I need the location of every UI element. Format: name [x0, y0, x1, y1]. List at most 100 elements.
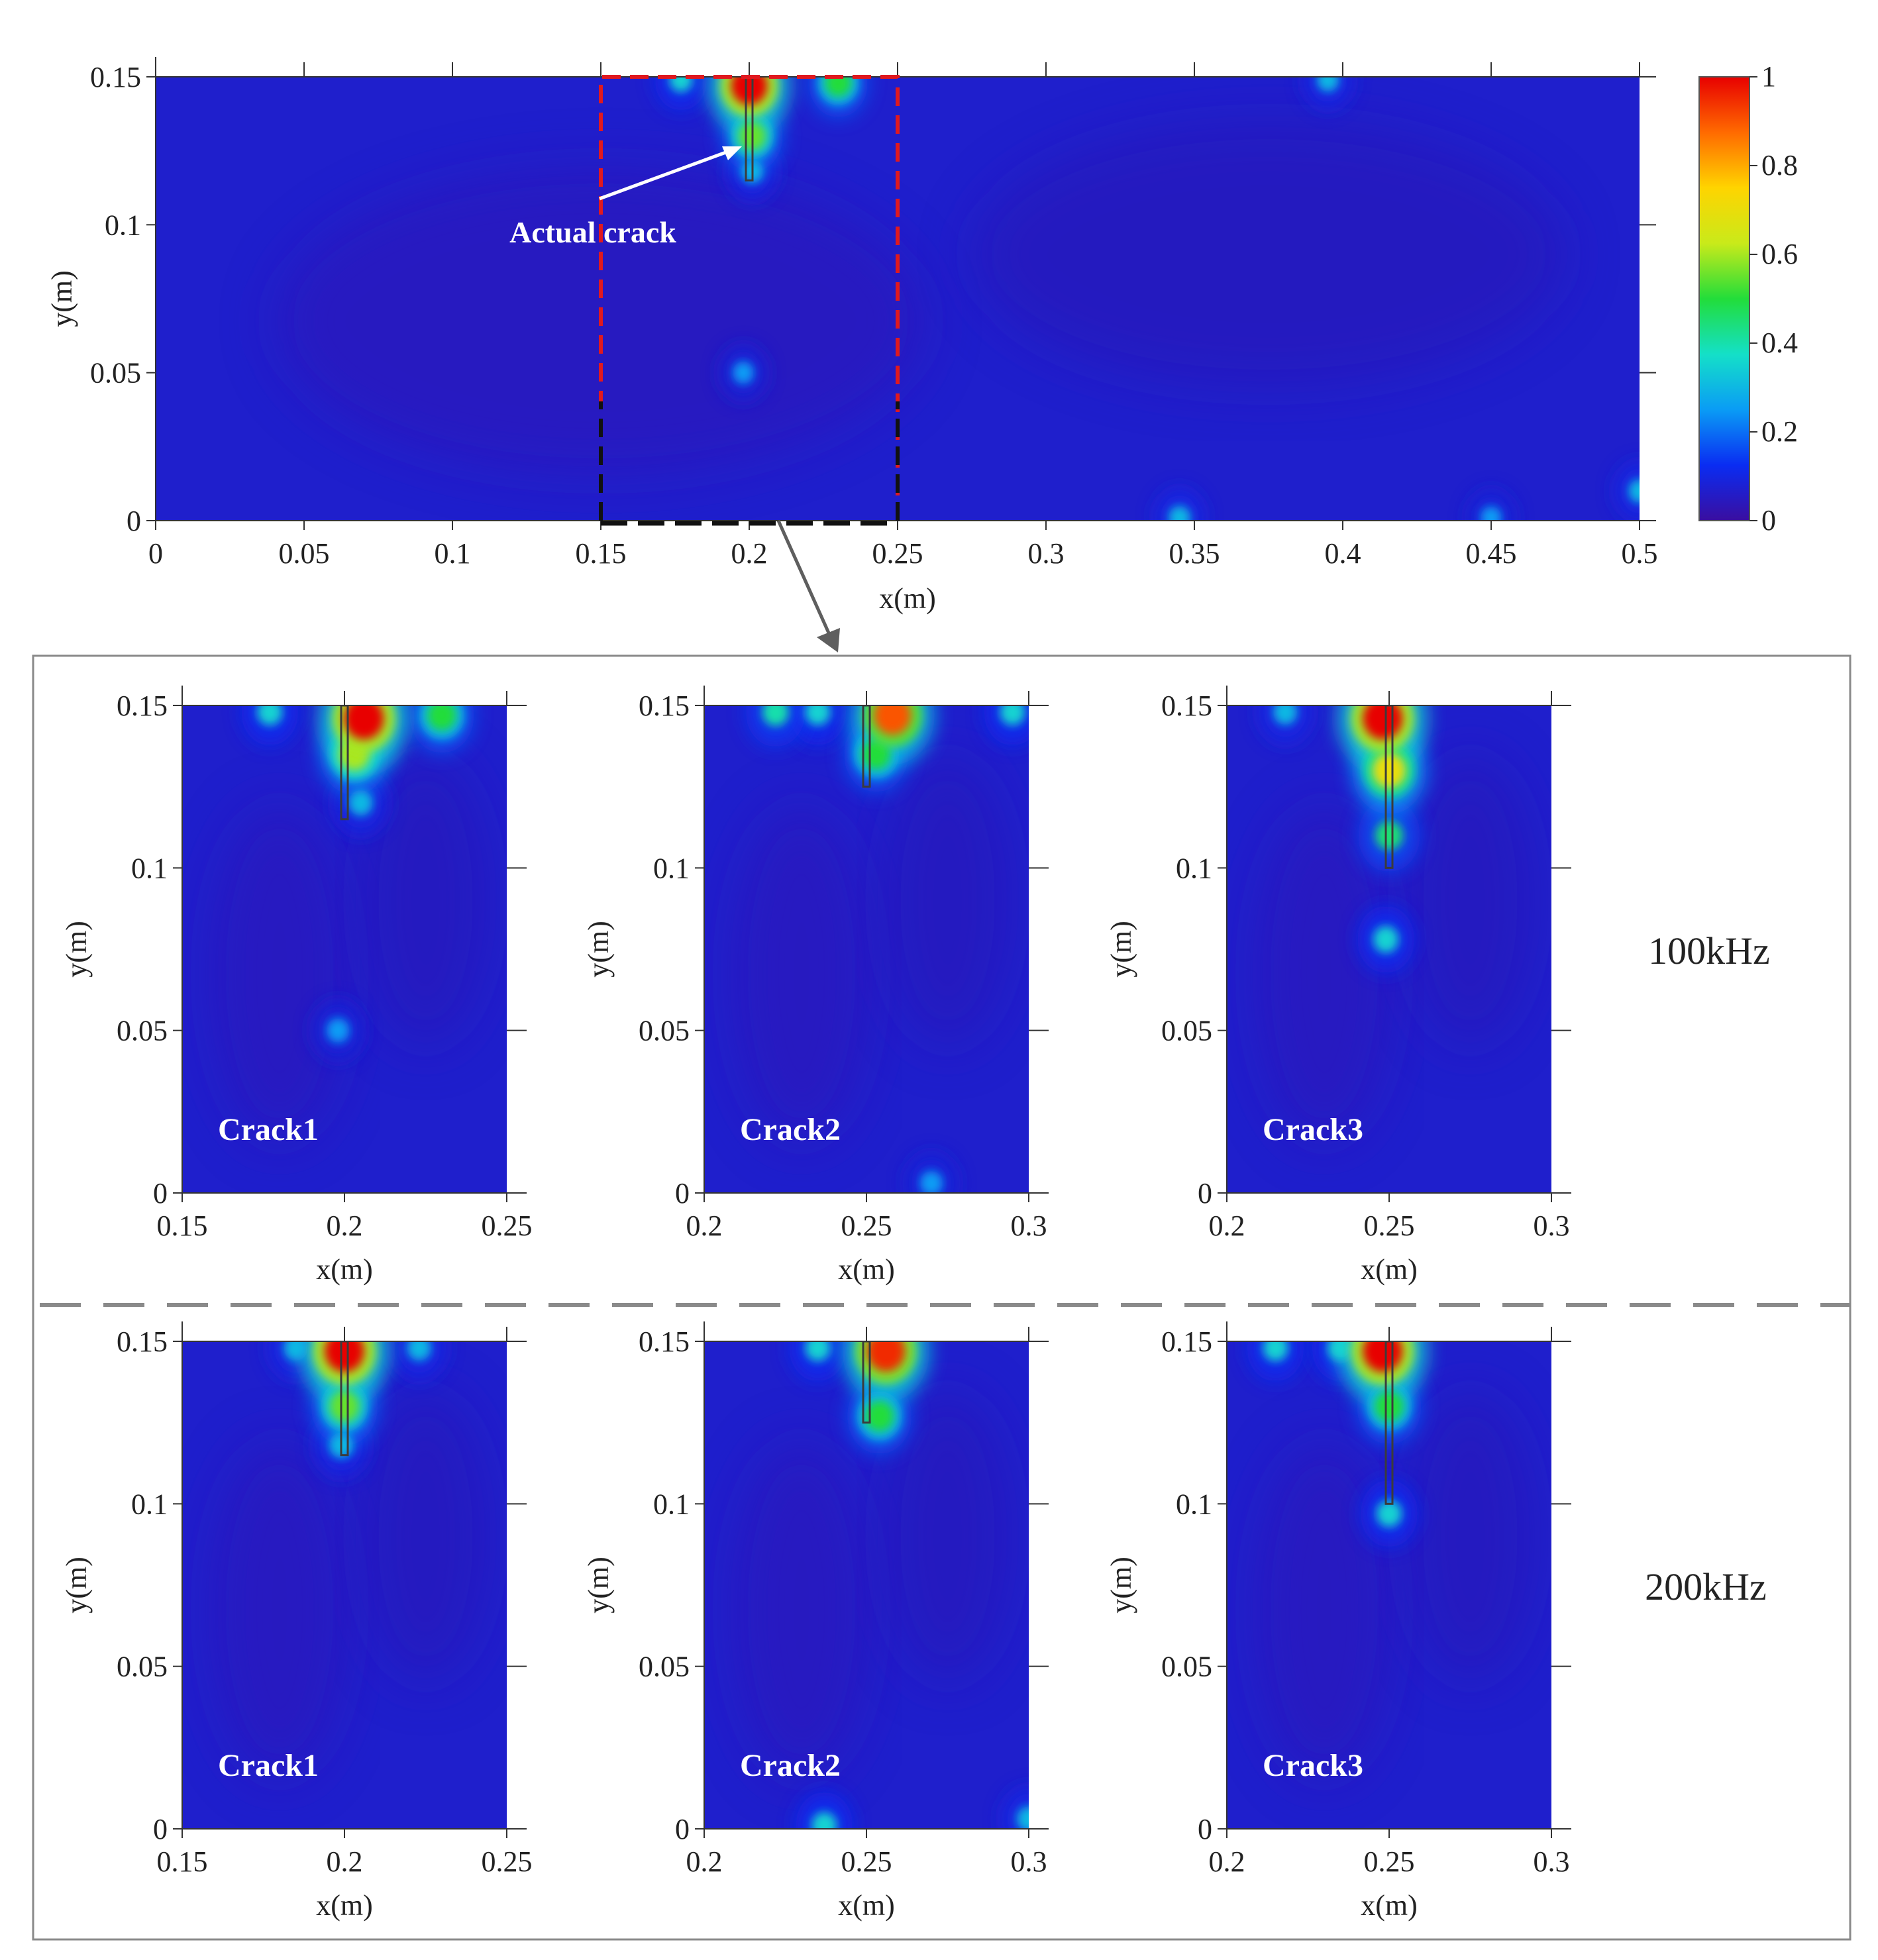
heatmap-hotspot-core [1363, 705, 1402, 740]
heatmap-hotspot-core [1375, 821, 1403, 851]
subplot-200kHz-crack3: 0.2 0.25 0.3 0 0.05 0.1 0.15 Crack3 x(m) y(m) [1105, 1321, 1571, 1922]
x-tick-label: 0.3 [1011, 1845, 1047, 1878]
heatmap-hotspot-core [1263, 1341, 1288, 1362]
colorbar: 0 0.2 0.4 0.6 0.8 1 [1698, 60, 1798, 537]
heatmap-background-shade [208, 1439, 351, 1780]
overview-plot: 0 0.05 0.1 0.15 0.2 0.25 0.3 0.35 0.4 0.45 0.5 0 0.0… [46, 57, 1658, 615]
x-tick-label: 0.25 [841, 1845, 892, 1878]
zoom-connector-arrowhead [817, 628, 840, 652]
y-axis-label: y(m) [582, 1557, 615, 1614]
heatmap-field [1227, 705, 1551, 1193]
overview-axes: 0 0.05 0.1 0.15 0.2 0.25 0.3 0.35 0.4 0.45 0.5 0 0.0… [90, 57, 1658, 570]
x-axis-label: x(m) [1361, 1889, 1418, 1922]
heatmap-hotspot-core [762, 705, 789, 726]
actual-crack-annotation: Actual crack [509, 146, 742, 249]
y-tick-label: 0.1 [653, 1488, 690, 1520]
heatmap-field [704, 1341, 1029, 1829]
x-axis-label: x(m) [838, 1889, 895, 1922]
y-tick-label: 0 [1198, 1813, 1212, 1845]
heatmap-hotspot-core [1375, 1391, 1404, 1422]
heatmap-background-shade [360, 754, 491, 1047]
x-tick-label: 0.2 [686, 1845, 723, 1878]
heatmap-background-shade [972, 121, 1565, 387]
y-tick-label: 0 [127, 505, 141, 537]
zoom-connector [776, 519, 840, 652]
y-tick-label: 0 [675, 1177, 690, 1210]
x-axis-label: x(m) [838, 1253, 895, 1286]
overview-x-axis-label: x(m) [879, 582, 936, 615]
x-tick-label: 0.3 [1534, 1845, 1570, 1878]
colorbar-tick-label: 0.2 [1761, 415, 1798, 448]
heatmap-hotspot-core [733, 361, 754, 384]
heatmap-background-shade [730, 803, 873, 1145]
heatmap-background-shade [882, 1390, 1013, 1683]
crack-label: Crack1 [218, 1112, 319, 1147]
subplot-100kHz-crack3: 0.2 0.25 0.3 0 0.05 0.1 0.15 Crack3 x(m) y(m) [1105, 686, 1571, 1286]
y-axis-label: y(m) [1105, 921, 1137, 978]
colorbar-tick-label: 0 [1761, 504, 1776, 537]
x-tick-label: 0.2 [686, 1210, 723, 1242]
y-tick-label: 0.15 [1161, 1325, 1212, 1358]
heatmap-hotspot-core [1168, 505, 1191, 521]
y-tick-label: 0.05 [117, 1651, 168, 1683]
y-tick-label: 0.05 [1161, 1651, 1212, 1683]
heatmap-hotspot-core [1376, 1500, 1402, 1527]
y-tick-label: 0.15 [90, 61, 141, 93]
y-tick-label: 0.05 [1161, 1015, 1212, 1047]
heatmap-hotspot-core [866, 1341, 906, 1372]
y-tick-label: 0.15 [639, 690, 690, 722]
y-tick-label: 0 [153, 1813, 168, 1845]
y-axis-label: y(m) [582, 921, 615, 978]
crack-outline [1384, 705, 1394, 869]
x-tick-label: 0.1 [435, 537, 471, 570]
y-tick-label: 0.1 [1176, 852, 1212, 884]
y-tick-label: 0.1 [653, 852, 690, 884]
y-tick-label: 0.1 [131, 1488, 168, 1520]
y-tick-label: 0 [1198, 1177, 1212, 1210]
heatmap-hotspot-core [1000, 705, 1025, 726]
heatmap-hotspot-core [325, 1341, 364, 1372]
heatmap-background-shade [882, 754, 1013, 1047]
colorbar-gradient [1698, 76, 1750, 521]
crack-label: Crack2 [740, 1748, 841, 1783]
heatmap-hotspot-halo [1467, 490, 1515, 521]
heatmap-hotspot-core [1363, 1341, 1402, 1372]
y-axis-label: y(m) [1105, 1557, 1137, 1614]
heatmap-field [1227, 1341, 1551, 1829]
x-tick-label: 0.15 [157, 1845, 208, 1878]
heatmap-hotspot-halo [1614, 461, 1640, 521]
detail-subplots: 0.15 0.2 0.25 0 0.05 0.1 0.15 Crack1 x(m) y(m) 0.2… [60, 686, 1571, 1922]
heatmap-hotspot-halo [1247, 1341, 1304, 1382]
heatmap-hotspot-core [348, 790, 373, 816]
heatmap-hotspot-core [805, 705, 831, 726]
subplot-100kHz-crack2: 0.2 0.25 0.3 0 0.05 0.1 0.15 Crack2 x(m) y(m) [582, 686, 1049, 1286]
x-tick-label: 0.25 [482, 1210, 533, 1242]
x-tick-label: 0.3 [1028, 537, 1065, 570]
x-tick-label: 0.35 [1169, 537, 1220, 570]
zoom-connector-line [776, 519, 832, 637]
x-axis-label: x(m) [316, 1253, 373, 1286]
overview-heatmap [156, 77, 1640, 521]
x-tick-label: 0.2 [1209, 1210, 1245, 1242]
heatmap-hotspot-halo [1302, 77, 1353, 109]
x-tick-label: 0.05 [279, 537, 330, 570]
heatmap-background-shade [1253, 1439, 1396, 1780]
heatmap-hotspot-core [825, 77, 852, 97]
colorbar-tick-label: 1 [1761, 60, 1776, 93]
x-tick-label: 0.25 [841, 1210, 892, 1242]
heatmap-hotspot-core [865, 1400, 894, 1431]
x-axis-label: x(m) [1361, 1253, 1418, 1286]
colorbar-tick-label: 0.8 [1761, 149, 1798, 181]
crack-label: Crack1 [218, 1748, 319, 1783]
subplot-200kHz-crack2: 0.2 0.25 0.3 0 0.05 0.1 0.15 Crack2 x(m) y(m) [582, 1321, 1049, 1922]
heatmap-hotspot-core [1273, 705, 1298, 725]
heatmap-hotspot-core [1481, 506, 1502, 521]
heatmap-field [182, 1341, 507, 1829]
heatmap-hotspot-core [874, 705, 912, 735]
x-tick-label: 0.2 [327, 1210, 363, 1242]
x-tick-label: 0.4 [1325, 537, 1361, 570]
crack-outline [340, 705, 349, 821]
x-tick-label: 0.25 [1364, 1845, 1415, 1878]
heatmap-hotspot-core [1316, 77, 1339, 92]
